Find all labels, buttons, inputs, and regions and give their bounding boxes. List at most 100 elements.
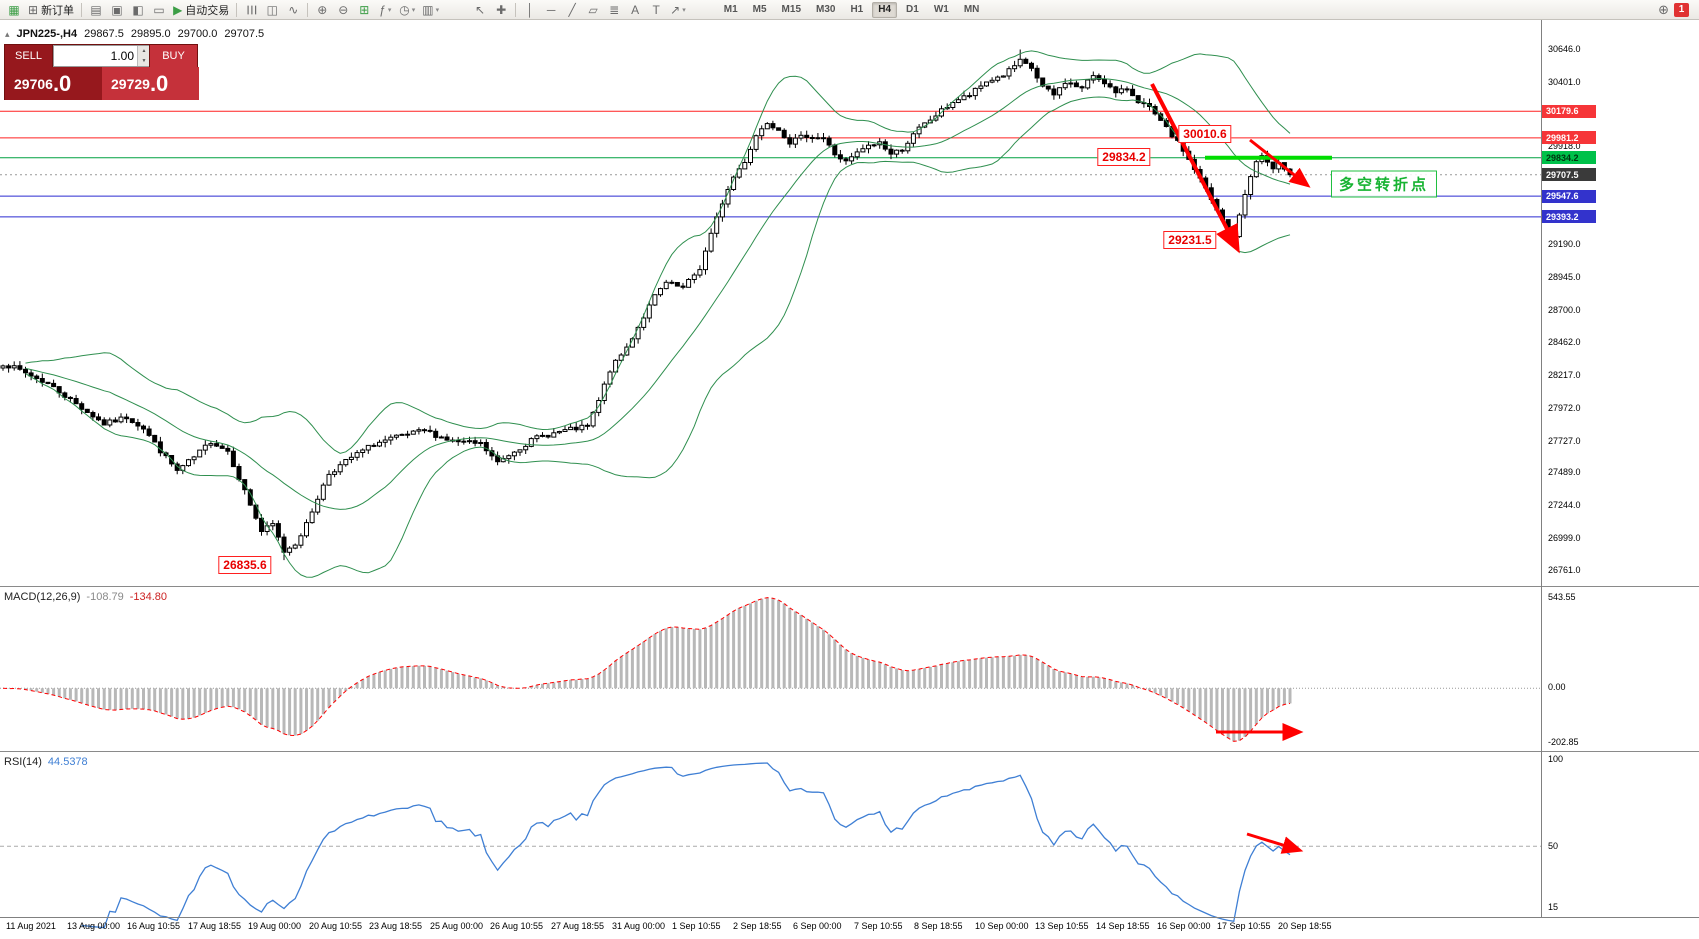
autotrading-button[interactable]: ▶ 自动交易 (170, 1, 232, 19)
volume-increase-button[interactable]: ▲ (138, 46, 150, 56)
arrow-tools-button[interactable]: ↗ ▾ (667, 1, 689, 19)
price-annotation-29231.5[interactable]: 29231.5 (1163, 231, 1217, 249)
line-chart-icon[interactable]: ∿ (283, 1, 303, 19)
notification-badge[interactable]: 1 (1674, 2, 1689, 17)
candlestick-chart-icon-glyph: ◫ (266, 2, 278, 17)
time-axis-label: 17 Aug 18:55 (188, 921, 242, 931)
candlestick-chart-icon[interactable]: ◫ (262, 1, 282, 19)
fibonacci-icon-glyph: ≣ (609, 2, 620, 17)
toolbar-separator (81, 2, 83, 17)
chart-canvas[interactable] (0, 20, 1699, 939)
trendline-icon[interactable]: ╱ (562, 1, 582, 19)
price-annotation-29834.2[interactable]: 29834.2 (1097, 148, 1151, 166)
timeframe-m5-button[interactable]: M5 (752, 4, 767, 15)
macd-histogram (7, 597, 1292, 742)
navigator-icon-glyph: ◧ (132, 2, 144, 17)
bollinger-upper-line (25, 50, 1291, 454)
price-tag-29393.2: 29393.2 (1542, 210, 1596, 224)
text-tool-icon[interactable]: A (625, 1, 645, 19)
rsi-axis-label: 15 (1548, 902, 1559, 913)
ohlc-high: 29895.0 (130, 28, 171, 40)
price-axis-tick: 29190.0 (1548, 239, 1581, 250)
toolbar-spacer (690, 9, 716, 10)
timeframe-m15-button[interactable]: M15 (781, 4, 801, 15)
red-arrow-2[interactable] (1249, 138, 1311, 188)
zoom-in-icon[interactable]: ⊕ (312, 1, 332, 19)
time-axis-label: 2 Sep 18:55 (733, 921, 782, 931)
cursor-icon[interactable]: ↖ (470, 1, 490, 19)
price-annotation-26835.6[interactable]: 26835.6 (218, 556, 272, 574)
tile-windows-icon[interactable]: ⊞ (354, 1, 374, 19)
vertical-line-icon[interactable]: │ (520, 1, 540, 19)
time-axis-label: 16 Aug 10:55 (127, 921, 181, 931)
new-order-glyph: ⊞ (28, 2, 39, 17)
candles-layer (0, 49, 1293, 561)
volume-input[interactable] (54, 46, 137, 66)
red-arrow-4[interactable] (1246, 832, 1304, 854)
bollinger-middle-line (25, 77, 1291, 510)
timeframe-h1-button[interactable]: H1 (850, 4, 864, 15)
label-tool-icon-glyph: T (652, 2, 660, 17)
templates-menu-button[interactable]: ▥ ▾ (419, 1, 442, 19)
horizontal-line-icon-glyph: ─ (546, 2, 556, 17)
timeframe-mn-button[interactable]: MN (963, 4, 980, 15)
one-click-collapse-icon[interactable]: ▴ (5, 28, 10, 39)
fibonacci-icon[interactable]: ≣ (604, 1, 624, 19)
turning-point-annotation[interactable]: 多空转折点 (1330, 170, 1438, 198)
red-arrow-1[interactable] (1150, 83, 1240, 254)
time-axis-label: 26 Aug 10:55 (490, 921, 544, 931)
time-axis-label: 19 Aug 00:00 (248, 921, 302, 931)
price-axis-tick: 28462.0 (1548, 336, 1581, 347)
buy-price[interactable]: 29729.0 (102, 67, 199, 100)
tile-windows-icon-glyph: ⊞ (359, 2, 370, 17)
time-axis-label: 13 Sep 10:55 (1035, 921, 1089, 931)
timeframe-m1-button[interactable]: M1 (723, 4, 738, 15)
terminal-icon[interactable]: ▭ (149, 1, 169, 19)
timeframe-d1-button[interactable]: D1 (906, 4, 919, 15)
new-order-button[interactable]: ⊞ 新订单 (25, 1, 77, 19)
time-axis-label: 10 Sep 00:00 (975, 921, 1029, 931)
volume-field: ▲ ▼ (53, 45, 151, 67)
market-watch-icon[interactable]: ▤ (86, 1, 106, 19)
chart-area[interactable]: ▴ JPN225-,H4 29867.5 29895.0 29700.0 297… (0, 20, 1699, 939)
horizontal-line-icon[interactable]: ─ (541, 1, 561, 19)
periods-menu-button[interactable]: ◷ ▾ (396, 1, 418, 19)
ohlc-open: 29867.5 (84, 28, 124, 40)
chart-window-icon[interactable]: ▦ (4, 1, 24, 19)
crosshair-icon[interactable]: ✚ (491, 1, 511, 19)
time-axis-label: 20 Aug 10:55 (309, 921, 363, 931)
rsi-axis-label: 100 (1548, 754, 1564, 765)
price-tag-29707.5: 29707.5 (1542, 168, 1596, 182)
navigator-icon[interactable]: ◧ (128, 1, 148, 19)
terminal-icon-glyph: ▭ (153, 2, 165, 17)
rsi-name: RSI(14) (4, 756, 42, 768)
sell-price[interactable]: 29706.0 (5, 67, 102, 100)
label-tool-icon[interactable]: T (646, 1, 666, 19)
periods-menu-glyph: ◷ (399, 2, 410, 17)
bar-chart-icon[interactable]: ☰ (241, 1, 261, 19)
search-icon[interactable]: ⊕ (1658, 1, 1669, 17)
sell-button[interactable]: SELL (5, 45, 53, 67)
sell-price-frac: .0 (52, 70, 72, 96)
buy-button[interactable]: BUY (149, 45, 197, 67)
toolbar-separator (307, 2, 309, 17)
data-window-icon[interactable]: ▣ (107, 1, 127, 19)
time-axis-label: 6 Sep 00:00 (793, 921, 842, 931)
timeframe-h4-button[interactable]: H4 (872, 1, 898, 18)
chart-symbol-info: ▴ JPN225-,H4 29867.5 29895.0 29700.0 297… (5, 28, 264, 40)
channel-icon[interactable]: ▱ (583, 1, 603, 19)
price-annotation-30010.6[interactable]: 30010.6 (1178, 125, 1232, 143)
indicators-menu-button[interactable]: ƒ ▾ (375, 1, 395, 19)
buy-price-frac: .0 (149, 70, 169, 96)
macd-axis-label: -202.85 (1548, 737, 1579, 747)
macd-indicator-label: MACD(12,26,9) -108.79 -134.80 (4, 591, 167, 603)
zoom-out-icon[interactable]: ⊖ (333, 1, 353, 19)
timeframe-w1-button[interactable]: W1 (933, 4, 949, 15)
autotrading-glyph: ▶ (173, 2, 183, 17)
buy-label: BUY (162, 50, 185, 62)
arrow-tools-glyph: ↗ (670, 2, 681, 17)
rsi-line (81, 762, 1291, 929)
macd-axis-label: 0.00 (1548, 682, 1566, 693)
volume-decrease-button[interactable]: ▼ (138, 56, 150, 66)
timeframe-m30-button[interactable]: M30 (816, 4, 836, 15)
